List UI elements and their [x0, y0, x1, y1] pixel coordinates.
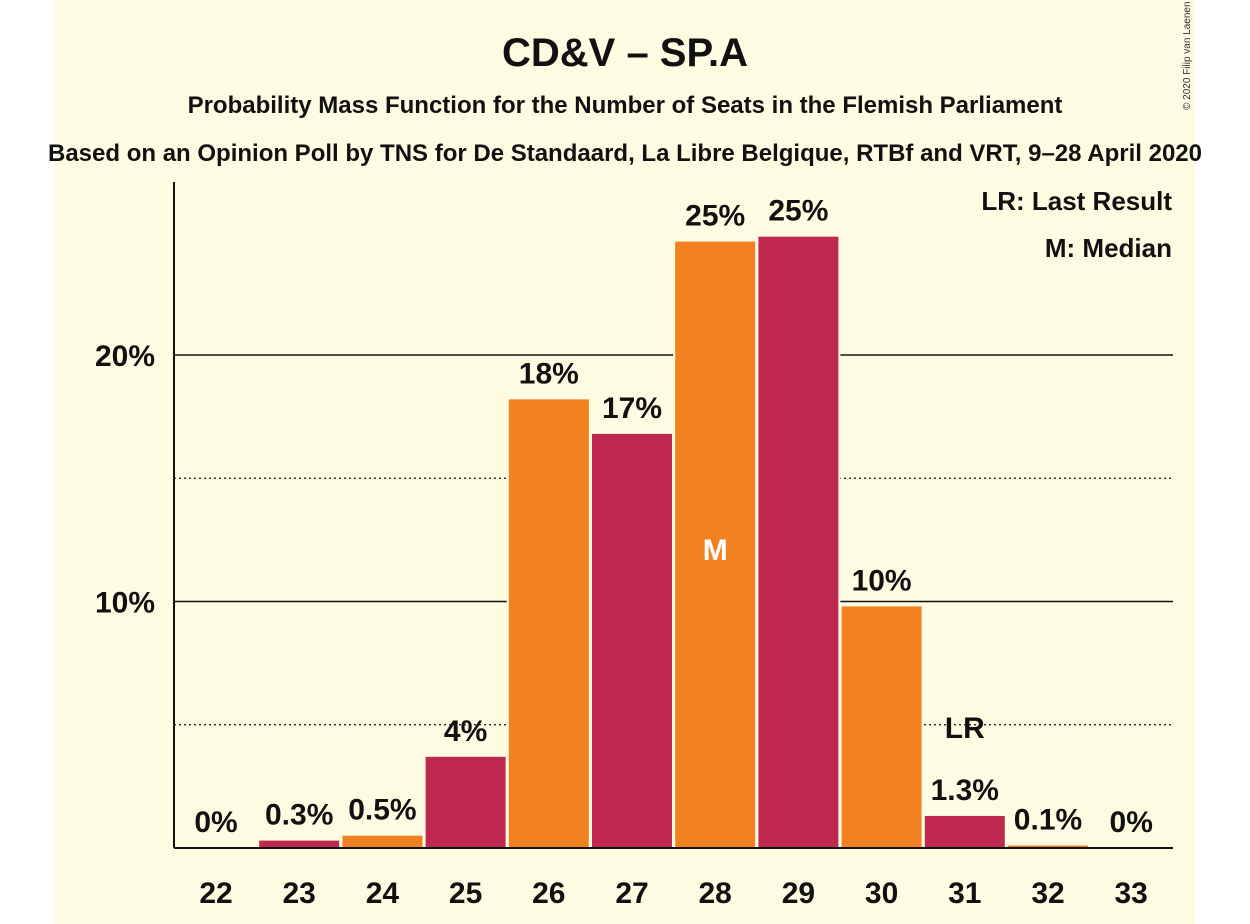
chart-title: CD&V – SP.A [502, 31, 748, 75]
value-labels: 0% 0.3% 0.5% 4% 18% 17% 25% M 25% 10% LR 1.3% 0.1% 0% [194, 195, 1153, 839]
value-label-25: 4% [444, 715, 487, 748]
value-label-23: 0.3% [265, 799, 333, 832]
chart-source: Based on an Opinion Poll by TNS for De S… [48, 140, 1202, 167]
value-label-29: 25% [768, 195, 828, 228]
x-tick-label-30: 30 [865, 877, 898, 910]
x-tick-label-24: 24 [366, 877, 400, 910]
value-label-32: 0.1% [1014, 804, 1082, 837]
y-axis-ticks: 10% 20% [95, 340, 155, 620]
bar-25 [425, 756, 506, 848]
y-tick-label: 10% [95, 587, 155, 620]
value-label-24: 0.5% [348, 794, 416, 827]
x-tick-label-29: 29 [782, 877, 815, 910]
chart-subtitle: Probability Mass Function for the Number… [188, 92, 1063, 119]
bar-30 [841, 606, 922, 848]
bar-31 [924, 815, 1005, 848]
value-label-30: 10% [852, 564, 912, 597]
x-tick-label-27: 27 [615, 877, 648, 910]
value-label-31: 1.3% [931, 774, 999, 807]
legend-last-result: LR: Last Result [981, 186, 1172, 216]
value-label-22: 0% [194, 806, 237, 839]
x-tick-label-23: 23 [283, 877, 316, 910]
x-tick-label-28: 28 [699, 877, 732, 910]
x-tick-label-31: 31 [948, 877, 981, 910]
bar-29 [758, 236, 839, 848]
copyright-notice: © 2020 Filip van Laenen [1182, 1, 1193, 110]
x-tick-label-25: 25 [449, 877, 482, 910]
median-marker: M [703, 534, 728, 567]
value-label-26: 18% [519, 357, 579, 390]
bar-28 [675, 241, 756, 849]
value-label-33: 0% [1110, 806, 1153, 839]
x-tick-label-32: 32 [1031, 877, 1064, 910]
x-tick-label-22: 22 [199, 877, 232, 910]
bar-24 [342, 835, 423, 848]
bar-32 [1008, 845, 1088, 848]
y-tick-label: 20% [95, 340, 155, 373]
x-tick-label-33: 33 [1115, 877, 1148, 910]
bars [257, 234, 1090, 849]
value-label-27: 17% [602, 392, 662, 425]
value-label-28: 25% [685, 200, 745, 233]
last-result-marker: LR [945, 712, 985, 745]
x-tick-label-26: 26 [532, 877, 565, 910]
legend-median: M: Median [1045, 233, 1172, 263]
bar-23 [259, 840, 340, 848]
bar-26 [508, 399, 589, 848]
bar-27 [592, 433, 672, 848]
x-axis-ticks: 22 23 24 25 26 27 28 29 30 31 32 33 [199, 877, 1148, 910]
